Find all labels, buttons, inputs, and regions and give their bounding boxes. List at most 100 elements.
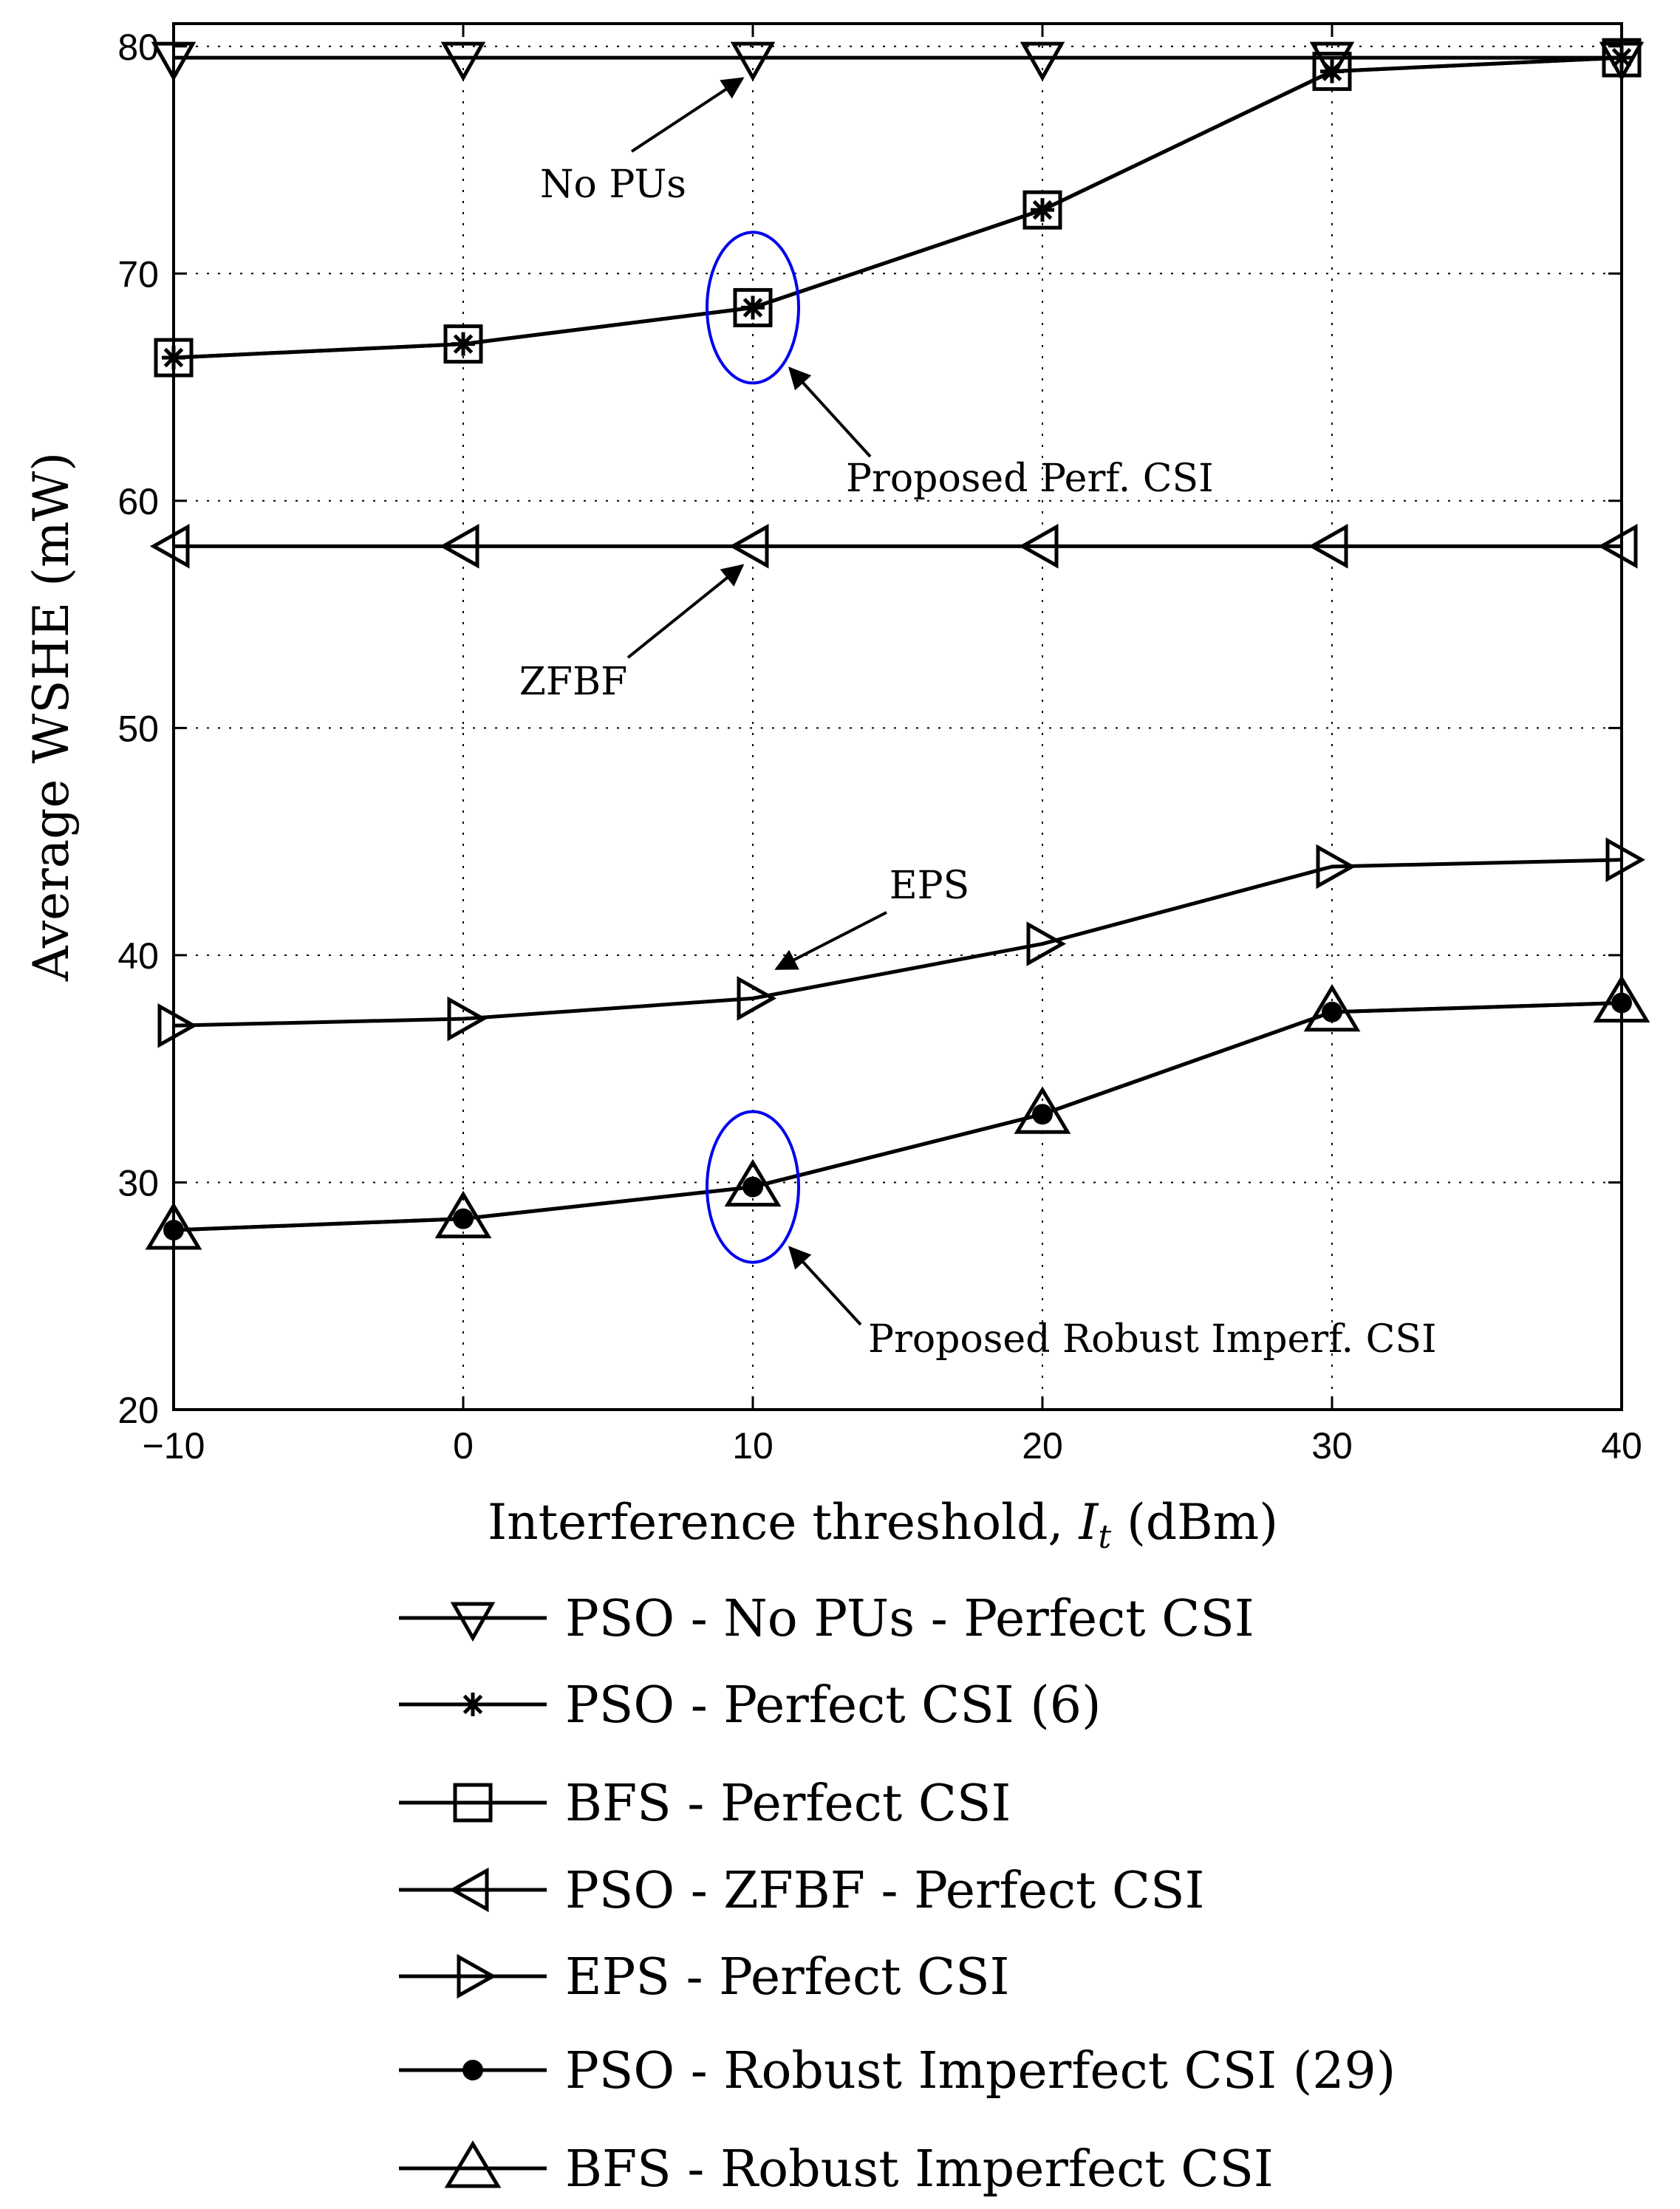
legend: PSO - No PUs - Perfect CSI PSO - Perfect … [399,1590,1396,2199]
legend-label: PSO - ZFBF - Perfect CSI [565,1862,1204,1920]
annotation-arrow [788,366,872,458]
marker-triangle-right-shape [157,1003,198,1048]
annotation-layer [626,77,887,1326]
x-axis-title-symbol: I [1078,1494,1099,1551]
data-point-triangle-right [1605,837,1646,883]
highlight-ellipse [706,1110,800,1264]
marker-square-shape [443,324,483,364]
x-tick-label: −10 [143,1425,205,1467]
y-tick-label: 40 [117,935,159,977]
legend-marker-dot [462,2060,483,2080]
x-tick-label: 0 [453,1425,474,1467]
marker-triangle-left-shape [1018,524,1059,569]
annotation-proposed-perf-csi: Proposed Perf. CSI [846,457,1214,501]
marker-triangle-up-shape [1303,983,1361,1032]
data-point-triangle-right [447,996,488,1042]
series-line-dot [173,1001,1622,1232]
legend-marker-triangle-right [457,1953,497,1999]
marker-asterisk-stroke [462,1694,483,1715]
marker-triangle-up-shape [724,1158,782,1207]
y-tick-label: 20 [117,1390,159,1431]
annotation-arrow [774,911,887,971]
y-tick-label: 80 [117,27,159,68]
marker-triangle-right-shape [737,976,777,1021]
marker-triangle-right-shape [1026,921,1067,966]
data-point-square [1312,52,1352,92]
data-point-triangle-left [149,524,190,569]
data-point-triangle-down [1309,41,1355,82]
series-line-triangle-up [173,1001,1622,1232]
marker-triangle-left-shape [149,524,190,569]
legend-entry: PSO - ZFBF - Perfect CSI [399,1862,1204,1920]
legend-entry: PSO - No PUs - Perfect CSI [399,1590,1254,1648]
legend-marker-square [453,1783,493,1823]
x-tick-label: 20 [1022,1425,1063,1467]
data-point-triangle-down [440,41,486,82]
legend-label: EPS - Perfect CSI [565,1948,1010,2007]
marker-square-shape [1022,190,1062,230]
data-point-triangle-right [157,1003,198,1048]
annotation-arrow [626,564,745,659]
data-point-triangle-right [737,976,777,1021]
data-point-triangle-up [724,1158,782,1207]
data-point-triangle-left [1597,524,1638,569]
marker-square-shape [1312,52,1352,92]
marker-triangle-down-shape [1020,41,1065,82]
y-tick-label: 30 [117,1162,159,1203]
axis-ticks: −10 0 10 20 30 40 20 30 40 50 60 70 80 [117,24,1642,1467]
marker-triangle-down-shape [450,1602,496,1642]
x-axis-title-unit: (dBm) [1111,1494,1278,1551]
plot-frame [172,22,1623,1411]
data-point-triangle-left [1308,524,1348,569]
legend-marker-triangle-up [444,2140,502,2188]
x-tick-label: 40 [1601,1425,1642,1467]
y-axis-title: Average WSHE (mW) [23,452,80,982]
data-point-triangle-right [1316,844,1356,890]
annotation-proposed-robust-imperf-csi: Proposed Robust Imperf. CSI [868,1317,1437,1362]
marker-triangle-right-shape [447,996,488,1042]
data-point-square [733,287,773,327]
x-tick-label: 10 [732,1425,774,1467]
series-line-triangle-right [173,858,1622,1028]
marker-triangle-up-shape [434,1190,492,1239]
annotation-zfbf: ZFBF [519,660,628,704]
legend-marker-asterisk [461,1693,485,1716]
data-point-square [1022,190,1062,230]
series-layer [145,38,1650,1250]
annotation-eps: EPS [889,864,970,908]
marker-square-shape [733,287,773,327]
marker-triangle-left-shape [728,524,769,569]
y-tick-label: 70 [117,253,159,295]
annotation-no-pus: No PUs [540,163,686,207]
grid-lines [174,24,1622,1410]
marker-triangle-down-shape [730,41,776,82]
series-line-asterisk [173,55,1622,360]
data-point-triangle-up [434,1190,492,1239]
data-point-triangle-down [730,41,776,82]
marker-triangle-right-shape [1605,837,1646,883]
data-point-triangle-left [439,524,479,569]
data-point-triangle-left [1018,524,1059,569]
marker-square-shape [453,1783,493,1823]
legend-entry: EPS - Perfect CSI [399,1948,1010,2007]
y-tick-label: 50 [117,708,159,749]
y-tick-label: 60 [117,481,159,522]
data-point-triangle-right [1026,921,1067,966]
x-axis-title-text: Interference threshold, [488,1494,1079,1551]
legend-entry: PSO - Robust Imperfect CSI (29) [399,2042,1396,2100]
marker-triangle-down-shape [440,41,486,82]
highlight-ellipse [706,231,800,385]
x-axis-title: Interference threshold, It (dBm) [488,1494,1278,1556]
legend-label: BFS - Perfect CSI [565,1775,1011,1833]
data-point-triangle-left [728,524,769,569]
x-tick-label: 30 [1311,1425,1353,1467]
annotation-arrow [630,77,745,153]
marker-triangle-up-shape [444,2140,502,2188]
data-point-triangle-up [1303,983,1361,1032]
x-axis-title-subscript: t [1098,1518,1111,1556]
legend-label: PSO - Perfect CSI (6) [565,1676,1102,1735]
marker-triangle-right-shape [457,1953,497,1999]
marker-triangle-left-shape [448,1867,489,1913]
marker-triangle-left-shape [439,524,479,569]
